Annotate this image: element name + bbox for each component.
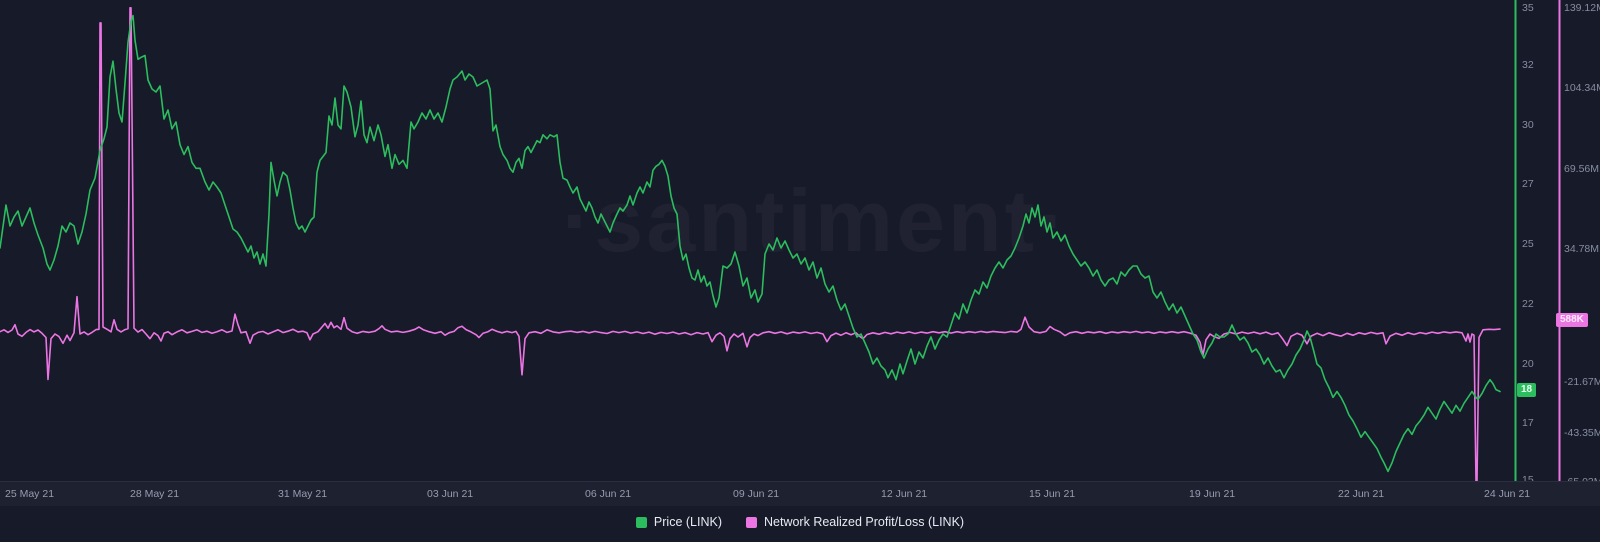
legend-color-swatch [635,516,647,528]
profit-axis-tick: -21.67M [1564,376,1600,388]
x-axis-tick: 06 Jun 21 [585,488,632,500]
legend-color-swatch [746,516,757,528]
x-axis: 25 May 21 28 May 21 31 May 21 03 Jun 21 06 J… [0,481,1600,506]
x-axis-tick: 03 Jun 21 [427,488,474,500]
chart-legend: Price (LINK) Network Realized Profit/Loss… [0,507,1600,537]
profit-current-value-badge: 588K [1556,313,1588,327]
legend-label: Network Realized Profit/Loss (LINK) [764,515,965,529]
price-current-value-badge: 18 [1517,383,1537,397]
santiment-watermark: ·santiment· [562,170,1069,272]
profit-loss-line [0,7,1501,481]
x-axis-tick: 15 Jun 21 [1029,488,1076,500]
x-axis-tick: 25 May 21 [5,488,55,500]
legend-label: Price (LINK) [653,515,722,529]
profit-axis-tick: 69.56M [1564,163,1600,175]
x-axis-tick: 31 May 21 [278,488,328,500]
x-axis-tick: 24 Jun 21 [1484,488,1531,500]
price-axis-tick: 17 [1522,417,1534,429]
x-axis-tick: 22 Jun 21 [1338,488,1385,500]
profit-axis-tick: 139.12M [1564,2,1600,14]
price-axis-tick: 15 [1522,474,1534,486]
x-axis-tick: 09 Jun 21 [733,488,780,500]
chart-plot-area[interactable] [0,0,1600,481]
profit-axis-tick: -43.35M [1564,427,1600,439]
price-line [0,14,1501,473]
x-axis-tick: 19 Jun 21 [1189,488,1236,500]
price-axis-tick: 35 [1522,2,1534,14]
price-axis-tick: 22 [1522,298,1534,310]
profit-axis-tick: 34.78M [1564,243,1600,255]
legend-item-profit-loss[interactable]: Network Realized Profit/Loss (LINK) [746,515,964,529]
legend-item-price[interactable]: Price (LINK) [635,515,722,529]
x-axis-tick: 28 May 21 [130,488,180,500]
price-axis-tick: 27 [1522,178,1534,190]
x-axis-tick: 12 Jun 21 [881,488,928,500]
price-axis-tick: 25 [1522,238,1534,250]
price-axis-tick: 30 [1522,119,1534,131]
profit-axis-tick: 104.34M [1564,82,1600,94]
price-axis-tick: 32 [1522,59,1534,71]
price-axis-tick: 20 [1522,358,1534,370]
